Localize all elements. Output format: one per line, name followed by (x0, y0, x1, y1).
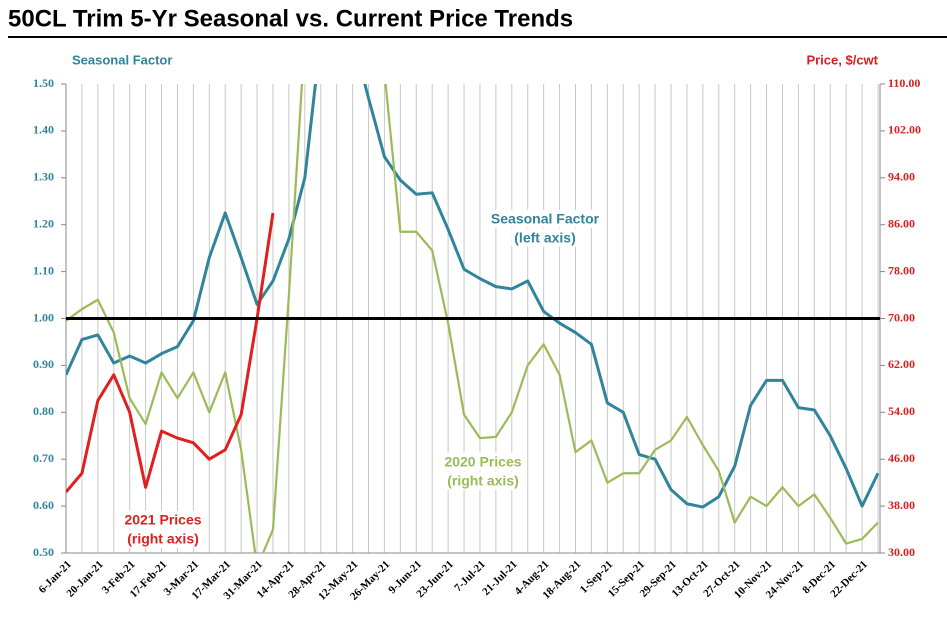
y2-tick-label: 54.00 (888, 404, 915, 418)
annotation: (left axis) (514, 230, 575, 246)
annotation-bg (124, 529, 202, 548)
y2-tick-label: 62.00 (888, 357, 915, 371)
y2-tick-label: 38.00 (888, 498, 915, 512)
y2-axis-label: Price, $/cwt (806, 52, 878, 67)
annotation-bg (444, 471, 522, 490)
y2-tick-label: 30.00 (888, 545, 915, 559)
y2-tick-label: 102.00 (888, 123, 921, 137)
x-tick-label: 21-Jul-21 (480, 558, 520, 598)
annotation-bg (511, 228, 579, 247)
y-tick-label: 1.30 (33, 170, 54, 184)
annotation: (right axis) (447, 473, 519, 489)
y2-tick-label: 86.00 (888, 216, 915, 230)
annotation: 2020 Prices (444, 454, 521, 470)
y-tick-label: 0.80 (33, 404, 54, 418)
y-tick-label: 1.20 (33, 216, 54, 230)
y-tick-label: 0.50 (33, 545, 54, 559)
annotation-bg (441, 452, 525, 471)
y-tick-label: 0.90 (33, 357, 54, 371)
y-tick-label: 1.50 (33, 76, 54, 90)
y2-tick-label: 70.00 (888, 310, 915, 324)
y-tick-label: 1.10 (33, 263, 54, 277)
y2-tick-label: 110.00 (888, 76, 920, 90)
y-axis-label: Seasonal Factor (72, 52, 172, 67)
annotation-bg (487, 209, 603, 228)
series-line (66, 84, 879, 553)
annotation: (right axis) (127, 531, 199, 547)
y2-tick-label: 94.00 (888, 170, 915, 184)
y-tick-label: 1.40 (33, 123, 54, 137)
series-line (66, 84, 880, 509)
series-line (66, 212, 275, 494)
annotation: 2021 Prices (124, 512, 201, 528)
annotation: Seasonal Factor (491, 211, 600, 227)
chart-title: 50CL Trim 5-Yr Seasonal vs. Current Pric… (8, 5, 573, 32)
y-tick-label: 0.70 (33, 451, 54, 465)
annotation-bg (121, 510, 205, 529)
y-tick-label: 0.60 (33, 498, 54, 512)
y2-tick-label: 46.00 (888, 451, 915, 465)
plot-lines (66, 84, 880, 553)
y2-tick-label: 78.00 (888, 263, 915, 277)
y-tick-label: 1.00 (33, 310, 54, 324)
